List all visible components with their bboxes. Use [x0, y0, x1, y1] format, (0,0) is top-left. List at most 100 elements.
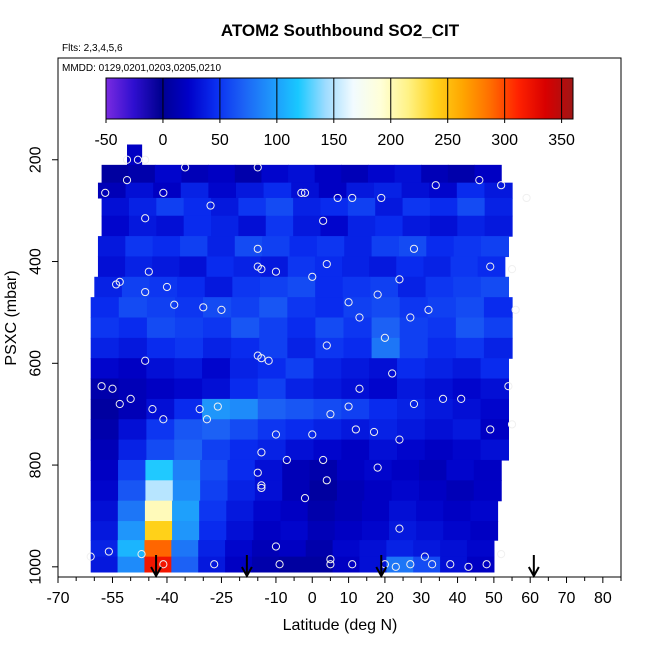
heatmap-cell — [347, 215, 376, 237]
heatmap-cell — [199, 521, 227, 541]
heatmap-cell — [128, 215, 157, 237]
sample-point — [507, 265, 517, 274]
heatmap-cell — [180, 236, 208, 258]
heatmap-cell — [320, 197, 349, 217]
heatmap-cell — [234, 164, 263, 184]
sample-point — [300, 188, 310, 197]
heatmap-cell — [369, 439, 398, 461]
heatmap-cell — [121, 276, 151, 298]
sample-point — [319, 216, 328, 225]
sample-point — [482, 560, 491, 569]
heatmap-cell — [262, 236, 291, 258]
heatmap-cell — [156, 197, 185, 217]
heatmap-cell — [425, 276, 454, 298]
heatmap-cell — [307, 500, 336, 522]
flight-arrow-head — [375, 566, 388, 579]
colorbar: -50 0 50 100 150 200 250 300 350 — [94, 77, 575, 149]
heatmap-cell — [427, 337, 457, 359]
x-tick-label: 60 — [521, 590, 539, 607]
heatmap-cell — [200, 459, 229, 481]
heatmap-cell — [231, 317, 260, 339]
heatmap-cell — [424, 439, 454, 461]
heatmap-cell — [174, 398, 203, 420]
heatmap-cell — [419, 480, 448, 502]
sample-point — [351, 425, 360, 434]
sample-point — [507, 420, 517, 429]
heatmap-cell — [371, 236, 400, 258]
sample-point — [348, 560, 357, 569]
sample-point — [522, 193, 531, 203]
sample-point — [388, 369, 397, 378]
sample-point — [326, 410, 335, 419]
sample-point — [497, 181, 506, 190]
heatmap-cell — [483, 337, 513, 359]
heatmap-cell — [453, 236, 482, 258]
heatmap-cell — [203, 337, 232, 359]
heatmap-cell — [280, 500, 309, 522]
y-tick-label: 200 — [28, 146, 45, 173]
heatmap-cell — [480, 439, 509, 461]
heatmap-cell — [391, 459, 420, 481]
heatmap-cell — [446, 459, 475, 481]
sample-point — [377, 193, 386, 203]
y-axis: 200 400 600 800 1000 — [28, 146, 58, 585]
heatmap-cell — [313, 439, 342, 461]
heatmap-cell — [198, 556, 226, 573]
heatmap-cell — [305, 540, 334, 558]
heatmap-cell — [202, 439, 231, 461]
sample-point — [409, 244, 419, 253]
sample-point — [97, 382, 106, 391]
heatmap-cell — [145, 480, 174, 502]
heatmap-cell — [371, 317, 401, 339]
sample-point — [104, 547, 113, 556]
heatmap-cell — [480, 398, 509, 420]
heatmap-cell — [361, 521, 390, 541]
heatmap-cell — [208, 182, 237, 199]
heatmap-cell — [359, 556, 387, 573]
heatmap-cell — [341, 439, 370, 461]
sample-point — [391, 562, 400, 571]
heatmap-cell — [90, 358, 120, 380]
flight-arrow-head — [241, 566, 253, 579]
heatmap-cell — [203, 317, 232, 339]
sample-point — [122, 155, 132, 164]
heatmap-cell — [398, 236, 427, 258]
heatmap-cell — [199, 500, 227, 522]
heatmap-cell — [259, 276, 289, 298]
heatmap-cell — [144, 521, 173, 541]
sample-point — [115, 399, 124, 409]
sample-point — [206, 201, 215, 210]
heatmap-cell — [285, 378, 315, 400]
heatmap-cell — [287, 256, 316, 278]
heatmap-cell — [198, 540, 226, 558]
sample-point — [326, 555, 335, 564]
heatmap-cell — [259, 297, 288, 319]
heatmap-cell — [125, 182, 154, 199]
heatmap-cell — [101, 197, 130, 217]
heatmap-cell — [346, 182, 375, 199]
heatmap-cell — [179, 256, 208, 278]
heatmap-cell — [208, 164, 236, 184]
heatmap-cell — [128, 197, 157, 217]
heatmap-cell — [253, 521, 282, 541]
heatmap-cell — [90, 398, 120, 420]
heatmap-cell — [446, 480, 475, 502]
sample-point — [322, 476, 331, 485]
heatmap-cell — [336, 459, 365, 481]
sample-point — [253, 351, 262, 360]
x-tick-label: 30 — [412, 590, 430, 607]
colorbar-rect — [105, 77, 574, 120]
heatmap-cell — [426, 236, 455, 258]
heatmap-cell — [424, 398, 454, 420]
heatmap-cell — [369, 358, 398, 380]
y-tick-label: 400 — [28, 248, 45, 275]
heatmap-cell — [97, 182, 127, 199]
heatmap-cell — [443, 500, 471, 522]
heatmap-cell — [421, 164, 449, 184]
x-tick-label: 40 — [449, 590, 467, 607]
x-tick-label: 80 — [594, 590, 612, 607]
heatmap-cell — [253, 500, 282, 522]
heatmap-cell — [314, 164, 342, 184]
sample-point — [271, 267, 281, 276]
heatmap-cell — [453, 276, 482, 298]
